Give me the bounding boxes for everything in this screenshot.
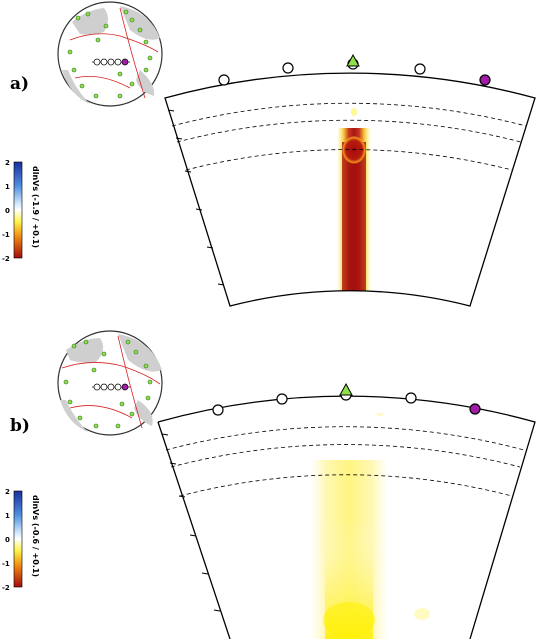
station-markers	[218, 53, 491, 86]
globe-inset	[57, 330, 163, 436]
colorbar-tick: 0	[5, 207, 10, 215]
station-marker	[218, 74, 230, 86]
panel-b: b)	[0, 320, 540, 639]
cross-section	[164, 72, 536, 307]
station-marker	[212, 404, 224, 416]
colorbar-tick: 1	[5, 512, 10, 520]
colorbar-tick: -1	[2, 231, 10, 239]
panel-label: b)	[10, 416, 30, 436]
colorbar-tick: -2	[2, 255, 10, 263]
source-triangle-marker	[339, 382, 353, 396]
colorbar-tick: 0	[5, 536, 10, 544]
station-markers	[212, 382, 481, 416]
panel-a: a)	[2, 1, 536, 307]
station-marker	[414, 63, 426, 75]
cross-section	[157, 395, 536, 639]
colorbar-tick: -1	[2, 560, 10, 568]
figure-b: 2 1 0 -1 -2 dlnVs (-0.6 / +0.1)	[2, 330, 536, 639]
station-marker	[282, 62, 294, 74]
colorbar-tick: -2	[2, 584, 10, 592]
station-marker	[405, 392, 417, 404]
panel-label: a)	[10, 74, 30, 94]
colorbar: 2 1 0 -1 -2 dlnVs (-0.6 / +0.1)	[2, 488, 40, 592]
globe-inset	[57, 1, 163, 107]
station-marker-highlight	[479, 74, 491, 86]
colorbar-tick: 2	[5, 488, 10, 496]
colorbar-tick: 2	[5, 159, 10, 167]
colorbar-title: dlnVs (-1.9 / +0.1)	[31, 166, 40, 248]
figure-a: 2 1 0 -1 -2 dlnVs (-1.9 / +0.1)	[2, 1, 536, 307]
colorbar-title: dlnVs (-0.6 / +0.1)	[31, 495, 40, 577]
station-marker	[276, 393, 288, 405]
source-triangle-marker	[346, 53, 360, 67]
colorbar: 2 1 0 -1 -2 dlnVs (-1.9 / +0.1)	[2, 159, 40, 263]
station-marker-highlight	[469, 403, 481, 415]
colorbar-tick: 1	[5, 183, 10, 191]
